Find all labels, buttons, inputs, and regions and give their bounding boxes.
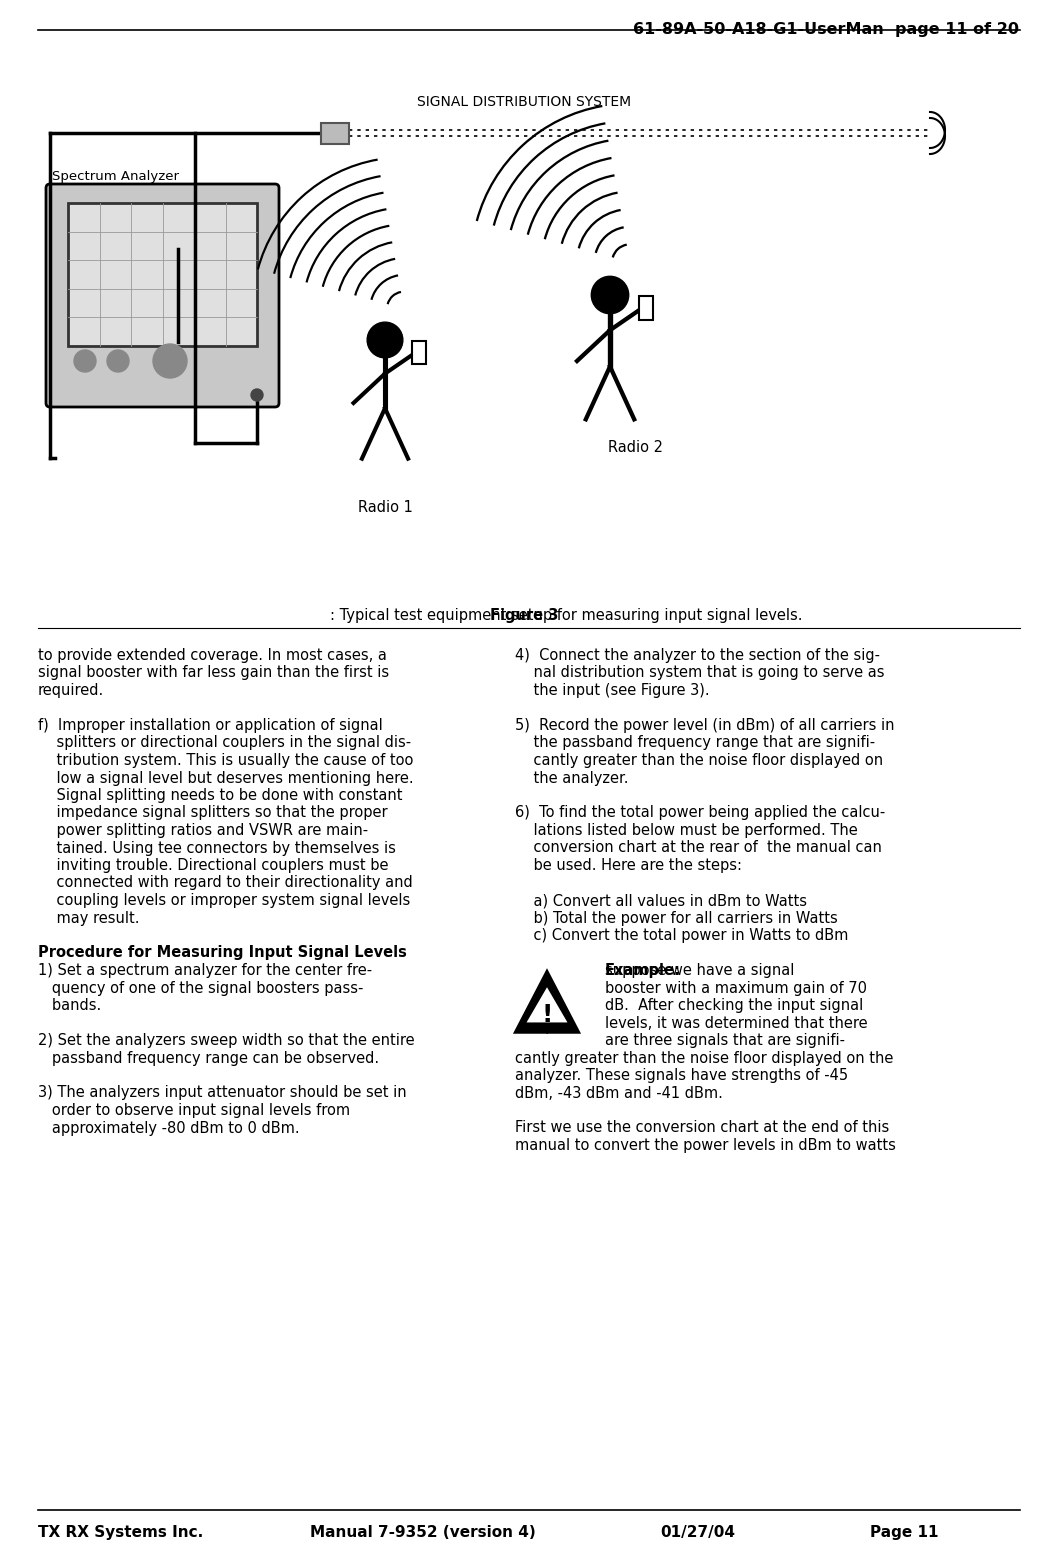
Text: signal booster with far less gain than the first is: signal booster with far less gain than t… — [38, 666, 389, 680]
Text: the passband frequency range that are signifi-: the passband frequency range that are si… — [515, 736, 875, 751]
Text: connected with regard to their directionality and: connected with regard to their direction… — [38, 876, 412, 890]
Text: the input (see Figure 3).: the input (see Figure 3). — [515, 683, 709, 699]
Text: tained. Using tee connectors by themselves is: tained. Using tee connectors by themselv… — [38, 840, 395, 856]
Bar — [412, 341, 426, 364]
Text: cantly greater than the noise floor displayed on: cantly greater than the noise floor disp… — [515, 752, 883, 768]
Text: lations listed below must be performed. The: lations listed below must be performed. … — [515, 823, 858, 837]
Text: approximately -80 dBm to 0 dBm.: approximately -80 dBm to 0 dBm. — [38, 1121, 300, 1135]
FancyBboxPatch shape — [46, 183, 279, 407]
Text: tribution system. This is usually the cause of too: tribution system. This is usually the ca… — [38, 752, 413, 768]
Text: suppose we have a signal: suppose we have a signal — [605, 964, 794, 978]
Text: levels, it was determined that there: levels, it was determined that there — [605, 1016, 868, 1030]
Text: 1) Set a spectrum analyzer for the center fre-: 1) Set a spectrum analyzer for the cente… — [38, 964, 372, 978]
Text: Radio 1: Radio 1 — [358, 500, 412, 515]
Text: dBm, -43 dBm and -41 dBm.: dBm, -43 dBm and -41 dBm. — [515, 1086, 723, 1101]
Text: passband frequency range can be observed.: passband frequency range can be observed… — [38, 1050, 379, 1066]
Text: Manual 7-9352 (version 4): Manual 7-9352 (version 4) — [311, 1525, 536, 1540]
Text: c) Convert the total power in Watts to dBm: c) Convert the total power in Watts to d… — [515, 928, 849, 944]
Text: 4)  Connect the analyzer to the section of the sig-: 4) Connect the analyzer to the section o… — [515, 648, 880, 663]
Text: 01/27/04: 01/27/04 — [660, 1525, 735, 1540]
Text: Example:: Example: — [605, 964, 681, 978]
Text: coupling levels or improper system signal levels: coupling levels or improper system signa… — [38, 893, 410, 908]
Text: : Typical test equipment setup for measuring input signal levels.: : Typical test equipment setup for measu… — [329, 608, 802, 623]
Circle shape — [74, 350, 97, 372]
Bar — [639, 296, 652, 321]
Text: cantly greater than the noise floor displayed on the: cantly greater than the noise floor disp… — [515, 1050, 894, 1066]
Bar — [68, 204, 257, 345]
Text: 5)  Record the power level (in dBm) of all carriers in: 5) Record the power level (in dBm) of al… — [515, 719, 895, 732]
Text: order to observe input signal levels from: order to observe input signal levels fro… — [38, 1103, 350, 1118]
Text: Radio 2: Radio 2 — [607, 439, 663, 455]
Text: .: . — [544, 1022, 550, 1038]
Polygon shape — [527, 987, 568, 1022]
Text: required.: required. — [38, 683, 104, 699]
Text: dB.  After checking the input signal: dB. After checking the input signal — [605, 998, 863, 1013]
Text: to provide extended coverage. In most cases, a: to provide extended coverage. In most ca… — [38, 648, 387, 663]
Text: 3) The analyzers input attenuator should be set in: 3) The analyzers input attenuator should… — [38, 1086, 407, 1101]
Text: splitters or directional couplers in the signal dis-: splitters or directional couplers in the… — [38, 736, 411, 751]
Text: booster with a maximum gain of 70: booster with a maximum gain of 70 — [605, 981, 868, 996]
Text: the analyzer.: the analyzer. — [515, 771, 628, 785]
Text: bands.: bands. — [38, 998, 102, 1013]
Circle shape — [251, 389, 263, 401]
Text: low a signal level but deserves mentioning here.: low a signal level but deserves mentioni… — [38, 771, 413, 785]
Circle shape — [592, 276, 628, 313]
Text: power splitting ratios and VSWR are main-: power splitting ratios and VSWR are main… — [38, 823, 368, 837]
Text: nal distribution system that is going to serve as: nal distribution system that is going to… — [515, 666, 884, 680]
Text: may result.: may result. — [38, 910, 140, 925]
Text: SIGNAL DISTRIBUTION SYSTEM: SIGNAL DISTRIBUTION SYSTEM — [416, 96, 631, 109]
Text: inviting trouble. Directional couplers must be: inviting trouble. Directional couplers m… — [38, 857, 388, 873]
Text: !: ! — [541, 1002, 553, 1027]
Text: 61-89A-50-A18-G1-UserMan  page 11 of 20: 61-89A-50-A18-G1-UserMan page 11 of 20 — [633, 22, 1019, 37]
Text: Procedure for Measuring Input Signal Levels: Procedure for Measuring Input Signal Lev… — [38, 945, 407, 961]
Text: Figure 3: Figure 3 — [490, 608, 558, 623]
Polygon shape — [516, 971, 578, 1032]
Text: TX RX Systems Inc.: TX RX Systems Inc. — [38, 1525, 204, 1540]
Text: conversion chart at the rear of  the manual can: conversion chart at the rear of the manu… — [515, 840, 882, 856]
Text: Page 11: Page 11 — [870, 1525, 939, 1540]
Circle shape — [367, 322, 403, 358]
Text: Spectrum Analyzer: Spectrum Analyzer — [52, 170, 179, 183]
Text: quency of one of the signal boosters pass-: quency of one of the signal boosters pas… — [38, 981, 363, 996]
Circle shape — [153, 344, 187, 378]
Text: First we use the conversion chart at the end of this: First we use the conversion chart at the… — [515, 1121, 890, 1135]
Text: analyzer. These signals have strengths of -45: analyzer. These signals have strengths o… — [515, 1069, 849, 1082]
Text: f)  Improper installation or application of signal: f) Improper installation or application … — [38, 719, 383, 732]
Text: 6)  To find the total power being applied the calcu-: 6) To find the total power being applied… — [515, 805, 885, 820]
Text: b) Total the power for all carriers in Watts: b) Total the power for all carriers in W… — [515, 910, 838, 925]
Text: Signal splitting needs to be done with constant: Signal splitting needs to be done with c… — [38, 788, 403, 803]
Text: are three signals that are signifi-: are three signals that are signifi- — [605, 1033, 845, 1049]
Text: manual to convert the power levels in dBm to watts: manual to convert the power levels in dB… — [515, 1138, 896, 1153]
Text: a) Convert all values in dBm to Watts: a) Convert all values in dBm to Watts — [515, 893, 807, 908]
Text: 2) Set the analyzers sweep width so that the entire: 2) Set the analyzers sweep width so that… — [38, 1033, 414, 1049]
Circle shape — [107, 350, 129, 372]
Text: impedance signal splitters so that the proper: impedance signal splitters so that the p… — [38, 805, 388, 820]
Text: be used. Here are the steps:: be used. Here are the steps: — [515, 857, 742, 873]
Bar — [321, 123, 349, 143]
